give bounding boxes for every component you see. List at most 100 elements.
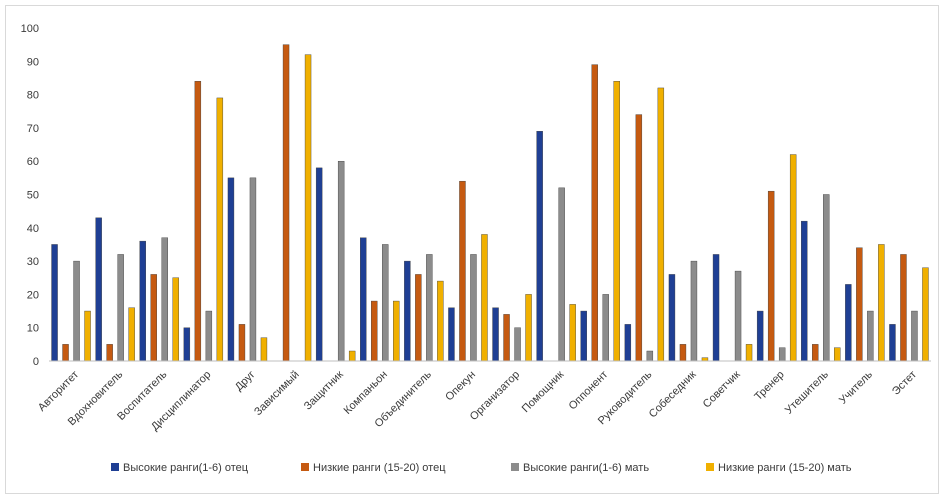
bar-4-Руководитель	[657, 87, 665, 362]
legend-label: Низкие ранги (15-20) мать	[718, 462, 852, 474]
y-tick-label: 10	[27, 323, 39, 335]
legend-label: Низкие ранги (15-20) отец	[313, 462, 446, 474]
bar-3-Опекун	[470, 254, 477, 362]
x-tick-label: Защитник	[302, 369, 346, 413]
x-tick-label: Тренер	[752, 369, 786, 403]
bar-2-Тренер	[767, 190, 775, 362]
y-tick-label: 60	[27, 156, 39, 168]
bar-4-Друг	[260, 337, 268, 362]
bar-3-Авторитет	[73, 260, 80, 362]
bar-4-Утешитель	[834, 347, 841, 362]
bar-3-Эстет	[911, 310, 918, 362]
bar-3-Вдохновитель	[117, 254, 124, 362]
bar-1-Компаньон	[360, 237, 367, 362]
bar-1-Дисциплинатор	[183, 327, 191, 362]
bar-2-Организатор	[503, 314, 510, 362]
legend: Высокие ранги(1-6) отец Низкие ранги (15-…	[111, 462, 852, 474]
bar-1-Опекун	[448, 307, 455, 362]
x-tick-label: Зависимый	[252, 369, 302, 419]
bar-2-Объединитель	[415, 274, 422, 362]
x-tick-label: Оппонент	[567, 369, 611, 413]
bars	[51, 44, 929, 362]
bar-1-Авторитет	[51, 244, 58, 362]
bar-2-Авторитет	[62, 344, 69, 362]
y-tick-label: 70	[27, 123, 39, 135]
bar-4-Объединитель	[437, 280, 444, 362]
x-tick-label: Помощник	[520, 369, 567, 416]
bar-3-Компаньон	[382, 244, 389, 362]
bar-4-Вдохновитель	[128, 307, 135, 362]
bar-4-Авторитет	[84, 310, 91, 362]
bar-4-Дисциплинатор	[216, 97, 224, 362]
bar-2-Эстет	[900, 254, 907, 362]
bar-2-Утешитель	[812, 344, 819, 362]
y-tick-label: 80	[27, 90, 39, 102]
bar-2-Собеседник	[679, 344, 687, 362]
bar-4-Воспитатель	[172, 277, 179, 362]
x-tick-label: Авторитет	[36, 369, 81, 414]
bar-4-Учитель	[878, 244, 885, 362]
x-axis-labels: АвторитетВдохновительВоспитательДисципли…	[36, 368, 919, 433]
bar-1-Помощник	[536, 131, 543, 362]
bar-3-Руководитель	[646, 350, 654, 362]
bar-4-Эстет	[922, 267, 929, 362]
bar-4-Тренер	[789, 154, 797, 362]
legend-swatch	[111, 463, 119, 471]
bar-4-Опекун	[481, 234, 488, 362]
bar-2-Компаньон	[371, 300, 378, 362]
x-tick-label: Учитель	[837, 368, 875, 406]
bar-1-Защитник	[315, 167, 323, 362]
bar-2-Оппонент	[591, 64, 598, 362]
x-tick-label: Утешитель	[783, 368, 831, 416]
bar-2-Опекун	[459, 180, 466, 362]
chart-frame: 0 10 20 30 40 50 60 70 80 90 100 Авторитет Вдохнови…	[5, 5, 939, 494]
bar-4-Оппонент	[613, 81, 620, 362]
x-tick-label: Советчик	[701, 369, 743, 411]
bar-3-Организатор	[514, 327, 521, 362]
bar-4-Защитник	[348, 350, 356, 362]
bar-3-Друг	[249, 177, 257, 362]
bar-3-Дисциплинатор	[205, 310, 213, 362]
bar-2-Руководитель	[635, 114, 643, 362]
x-tick-label: Эстет	[890, 369, 919, 398]
bar-3-Оппонент	[602, 294, 609, 362]
bar-3-Помощник	[558, 187, 565, 362]
legend-label: Высокие ранги(1-6) отец	[123, 462, 249, 474]
x-tick-label: Опекун	[443, 369, 478, 404]
bar-1-Друг	[227, 177, 235, 362]
x-tick-label: Друг	[233, 369, 258, 394]
bar-4-Компаньон	[393, 300, 400, 362]
bar-1-Руководитель	[624, 324, 632, 362]
bar-3-Учитель	[867, 310, 874, 362]
chart-svg: 0 10 20 30 40 50 60 70 80 90 100 АвторитетВдохнови…	[21, 23, 931, 474]
y-tick-label: 50	[27, 190, 39, 202]
bar-2-Дисциплинатор	[194, 81, 202, 362]
bar-2-Друг	[238, 324, 246, 362]
bar-1-Тренер	[756, 310, 764, 362]
bar-1-Собеседник	[668, 274, 676, 362]
bar-1-Оппонент	[580, 310, 587, 362]
bar-1-Советчик	[712, 254, 720, 362]
y-tick-label: 90	[27, 56, 39, 68]
legend-label: Высокие ранги(1-6) мать	[523, 462, 649, 474]
bar-2-Воспитатель	[150, 274, 157, 362]
bar-1-Организатор	[492, 307, 499, 362]
y-tick-label: 30	[27, 256, 39, 268]
y-tick-label: 40	[27, 223, 39, 235]
bar-4-Зависимый	[304, 54, 312, 362]
bar-3-Тренер	[778, 347, 786, 362]
y-tick-label: 0	[33, 356, 39, 368]
legend-swatch	[301, 463, 309, 471]
bar-1-Воспитатель	[139, 240, 146, 362]
bar-2-Учитель	[856, 247, 863, 362]
bar-3-Утешитель	[823, 194, 830, 362]
bar-3-Советчик	[734, 270, 742, 362]
bar-1-Объединитель	[404, 260, 411, 362]
bar-1-Учитель	[845, 284, 852, 362]
bar-3-Собеседник	[690, 260, 698, 362]
bar-4-Советчик	[745, 344, 753, 362]
bar-1-Вдохновитель	[95, 217, 102, 362]
bar-4-Помощник	[569, 304, 576, 362]
bar-2-Зависимый	[282, 44, 290, 362]
legend-swatch	[706, 463, 714, 471]
